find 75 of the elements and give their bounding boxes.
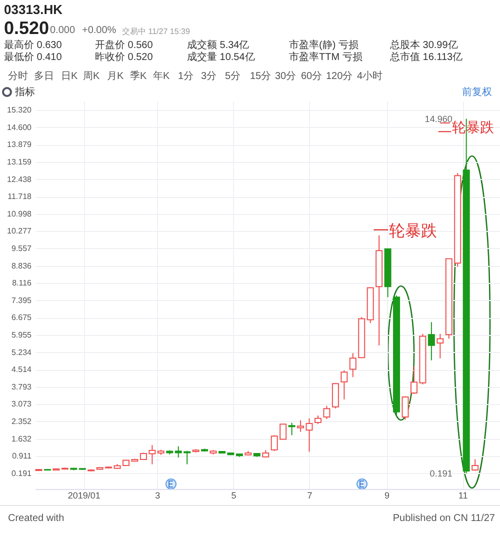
text: 多日 — [34, 71, 54, 83]
text: 最高价 0.630 — [4, 40, 62, 52]
candlestick — [472, 458, 479, 472]
annotation: 0.191 — [430, 468, 452, 478]
text: 最低价 0.410 — [4, 52, 62, 64]
text: 前复权 — [462, 87, 492, 99]
text: 分时 — [8, 71, 28, 83]
text: 市盈率TTM 亏损 — [289, 52, 362, 64]
x-tick-label: 11 — [458, 490, 468, 500]
y-tick-label: 10.277 — [7, 226, 32, 236]
y-tick-label: 11.718 — [8, 192, 32, 202]
text: 30分 — [275, 71, 296, 83]
chart-title: 03313.HK — [4, 2, 63, 17]
x-tick-label: 9 — [384, 490, 390, 500]
y-tick-label: 10.998 — [7, 209, 32, 218]
text: 指标 — [15, 87, 35, 99]
text: 交易中 11/27 15:39 — [122, 27, 190, 37]
text: 昨收价 0.520 — [95, 52, 153, 64]
y-tick-label: 14.600 — [7, 122, 32, 132]
text: 成交额 5.34亿 — [187, 40, 250, 52]
text: 季K — [130, 71, 147, 83]
y-tick-label: 6.675 — [11, 313, 32, 322]
text: 0.000 — [50, 25, 76, 37]
y-tick-label: 9.557 — [11, 244, 32, 253]
annotation: 14.960 — [424, 114, 452, 124]
y-tick-label: 8.116 — [12, 278, 32, 288]
text: Created with — [8, 513, 64, 525]
candlestick — [306, 418, 313, 452]
text: 日K — [61, 71, 78, 83]
x-tick-label: 7 — [307, 490, 312, 500]
candlestick — [428, 322, 435, 361]
y-tick-label: 13.159 — [7, 158, 32, 167]
y-tick-label: 7.395 — [11, 296, 32, 305]
text: 年K — [153, 71, 170, 83]
text: 4小时 — [357, 71, 383, 83]
y-tick-label: 4.514 — [11, 365, 32, 374]
text: 月K — [107, 71, 124, 83]
x-tick-label: 2019/01 — [68, 490, 100, 500]
x-tick-label: 5 — [231, 490, 236, 500]
y-tick-label: 5.955 — [11, 330, 32, 340]
text: 开盘价 0.560 — [95, 40, 153, 52]
candlestick — [436, 333, 444, 359]
x-tick-label: 3 — [155, 490, 160, 500]
text: 120分 — [326, 71, 353, 83]
text: 市盈率(静) 亏损 — [289, 40, 358, 52]
y-tick-label: 3.793 — [11, 382, 32, 392]
annotation: 一轮暴跌 — [373, 223, 437, 241]
text: 60分 — [301, 71, 322, 83]
text: 15分 — [250, 71, 272, 83]
y-tick-label: 0.911 — [12, 452, 32, 461]
y-tick-label: 0.191 — [11, 468, 32, 478]
text: 总市值 16.113亿 — [390, 52, 463, 64]
text: 1分 — [178, 71, 194, 83]
text: 3分 — [201, 71, 217, 83]
candlestick — [297, 420, 304, 432]
text: 成交量 10.54亿 — [187, 52, 255, 64]
y-tick-label: 5.234 — [11, 348, 32, 357]
text: 周K — [83, 71, 100, 83]
y-tick-label: 2.352 — [11, 416, 32, 426]
candlestick — [323, 405, 330, 420]
y-tick-label: 12.438 — [7, 174, 32, 184]
candlestick — [340, 370, 348, 400]
y-tick-label: 13.879 — [7, 140, 32, 150]
text: 总股本 30.99亿 — [390, 40, 458, 52]
candlestick — [332, 382, 339, 409]
candlestick — [402, 396, 409, 420]
text: +0.00% — [82, 25, 116, 37]
y-tick-label: 1.632 — [11, 434, 32, 444]
y-tick-label: 3.073 — [11, 400, 32, 409]
text: Published on CN 11/27 — [392, 513, 495, 525]
candlestick — [288, 422, 296, 436]
text: 5分 — [225, 71, 241, 83]
chart-subtitle: 0.520 — [4, 18, 50, 38]
y-tick-label: 8.836 — [11, 261, 32, 270]
y-tick-label: 15.320 — [7, 106, 32, 115]
